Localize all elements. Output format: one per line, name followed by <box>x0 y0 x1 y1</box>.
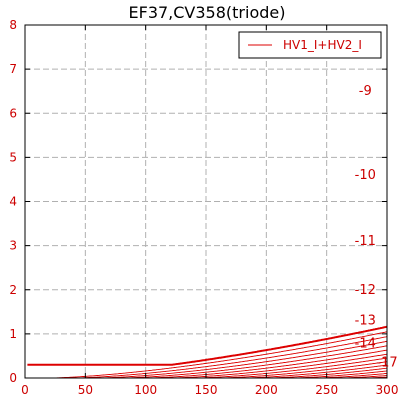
y-tick-label: 1 <box>9 327 17 341</box>
y-tick-label: 0 <box>9 371 17 385</box>
curve-label-vg-12: -12 <box>355 283 376 298</box>
y-tick-label: 8 <box>9 18 17 32</box>
x-tick-label: 250 <box>315 383 338 397</box>
y-tick-label: 5 <box>9 150 17 164</box>
x-tick-label: 300 <box>376 383 399 397</box>
chart-title: EF37,CV358(triode) <box>129 3 286 22</box>
x-tick-label: 50 <box>78 383 93 397</box>
grid-lines <box>25 25 387 378</box>
legend-entry: HV1_I+HV2_I <box>283 38 362 52</box>
curve-label-vg-14: -14 <box>355 337 376 352</box>
y-tick-label: 6 <box>9 106 17 120</box>
x-tick-label: 200 <box>255 383 278 397</box>
curve-label-vg-13: -13 <box>355 314 376 329</box>
y-tick-label: 3 <box>9 239 17 253</box>
curve-vg-0 <box>27 325 388 366</box>
y-tick-label: 4 <box>9 195 17 209</box>
x-tick-label: 0 <box>21 383 29 397</box>
curve-labels: -9 -10 -11 -12 -13 -14-17 <box>355 84 398 370</box>
axis-ticks: 0 50 100 150 200 250 300 0 1 2 3 4 5 6 7 8 <box>9 18 398 397</box>
curve-label-vg-11: -11 <box>355 234 376 249</box>
x-tick-label: 100 <box>134 383 157 397</box>
curve-label-vg-10: -10 <box>355 168 376 183</box>
x-tick-label: 150 <box>195 383 218 397</box>
y-tick-label: 7 <box>9 62 17 76</box>
y-tick-label: 2 <box>9 283 17 297</box>
legend: HV1_I+HV2_I <box>238 31 382 59</box>
curve-label-vg-17: -17 <box>376 356 397 371</box>
curve-label-vg-9: -9 <box>359 84 372 99</box>
